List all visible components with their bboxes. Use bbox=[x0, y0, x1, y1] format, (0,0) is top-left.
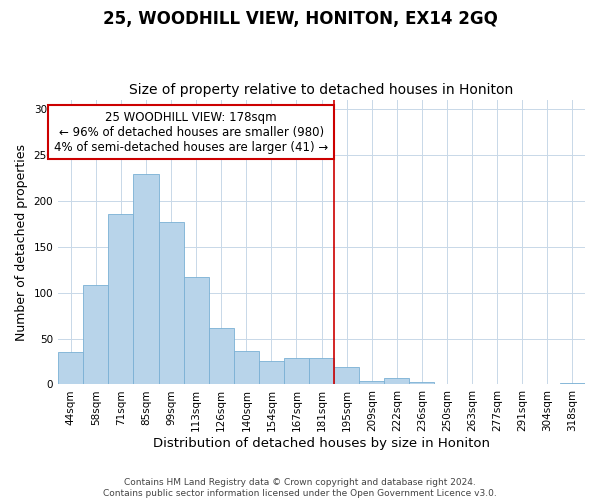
Bar bbox=[284, 358, 309, 384]
Y-axis label: Number of detached properties: Number of detached properties bbox=[15, 144, 28, 340]
Text: 25, WOODHILL VIEW, HONITON, EX14 2GQ: 25, WOODHILL VIEW, HONITON, EX14 2GQ bbox=[103, 10, 497, 28]
Bar bbox=[309, 358, 334, 384]
Bar bbox=[259, 362, 284, 384]
Bar bbox=[385, 378, 409, 384]
Title: Size of property relative to detached houses in Honiton: Size of property relative to detached ho… bbox=[130, 83, 514, 97]
Bar bbox=[158, 222, 184, 384]
Bar bbox=[409, 382, 434, 384]
Bar bbox=[133, 174, 158, 384]
X-axis label: Distribution of detached houses by size in Honiton: Distribution of detached houses by size … bbox=[153, 437, 490, 450]
Bar bbox=[83, 285, 109, 384]
Bar bbox=[58, 352, 83, 384]
Bar bbox=[560, 382, 585, 384]
Text: 25 WOODHILL VIEW: 178sqm
← 96% of detached houses are smaller (980)
4% of semi-d: 25 WOODHILL VIEW: 178sqm ← 96% of detach… bbox=[54, 110, 328, 154]
Bar bbox=[359, 381, 385, 384]
Bar bbox=[334, 367, 359, 384]
Bar bbox=[234, 352, 259, 384]
Text: Contains HM Land Registry data © Crown copyright and database right 2024.
Contai: Contains HM Land Registry data © Crown c… bbox=[103, 478, 497, 498]
Bar bbox=[109, 214, 133, 384]
Bar bbox=[209, 328, 234, 384]
Bar bbox=[184, 277, 209, 384]
